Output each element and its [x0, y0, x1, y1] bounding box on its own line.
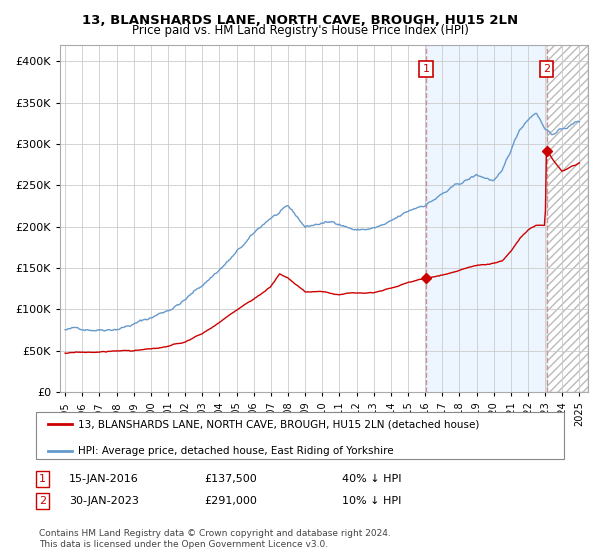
Text: 1: 1: [422, 64, 430, 74]
Text: 2: 2: [543, 64, 550, 74]
Text: 2: 2: [39, 496, 46, 506]
Text: HPI: Average price, detached house, East Riding of Yorkshire: HPI: Average price, detached house, East…: [78, 446, 394, 456]
Text: £137,500: £137,500: [204, 474, 257, 484]
Bar: [547, 45, 588, 392]
Text: 1: 1: [39, 474, 46, 484]
Text: 10% ↓ HPI: 10% ↓ HPI: [342, 496, 401, 506]
Text: 13, BLANSHARDS LANE, NORTH CAVE, BROUGH, HU15 2LN: 13, BLANSHARDS LANE, NORTH CAVE, BROUGH,…: [82, 14, 518, 27]
Bar: [426, 45, 547, 392]
Text: 13, BLANSHARDS LANE, NORTH CAVE, BROUGH, HU15 2LN (detached house): 13, BLANSHARDS LANE, NORTH CAVE, BROUGH,…: [78, 419, 479, 430]
Text: Price paid vs. HM Land Registry's House Price Index (HPI): Price paid vs. HM Land Registry's House …: [131, 24, 469, 37]
Text: 15-JAN-2016: 15-JAN-2016: [69, 474, 139, 484]
Text: 40% ↓ HPI: 40% ↓ HPI: [342, 474, 401, 484]
Text: 30-JAN-2023: 30-JAN-2023: [69, 496, 139, 506]
Bar: [547, 45, 588, 392]
Text: Contains HM Land Registry data © Crown copyright and database right 2024.
This d: Contains HM Land Registry data © Crown c…: [39, 529, 391, 549]
Text: £291,000: £291,000: [204, 496, 257, 506]
